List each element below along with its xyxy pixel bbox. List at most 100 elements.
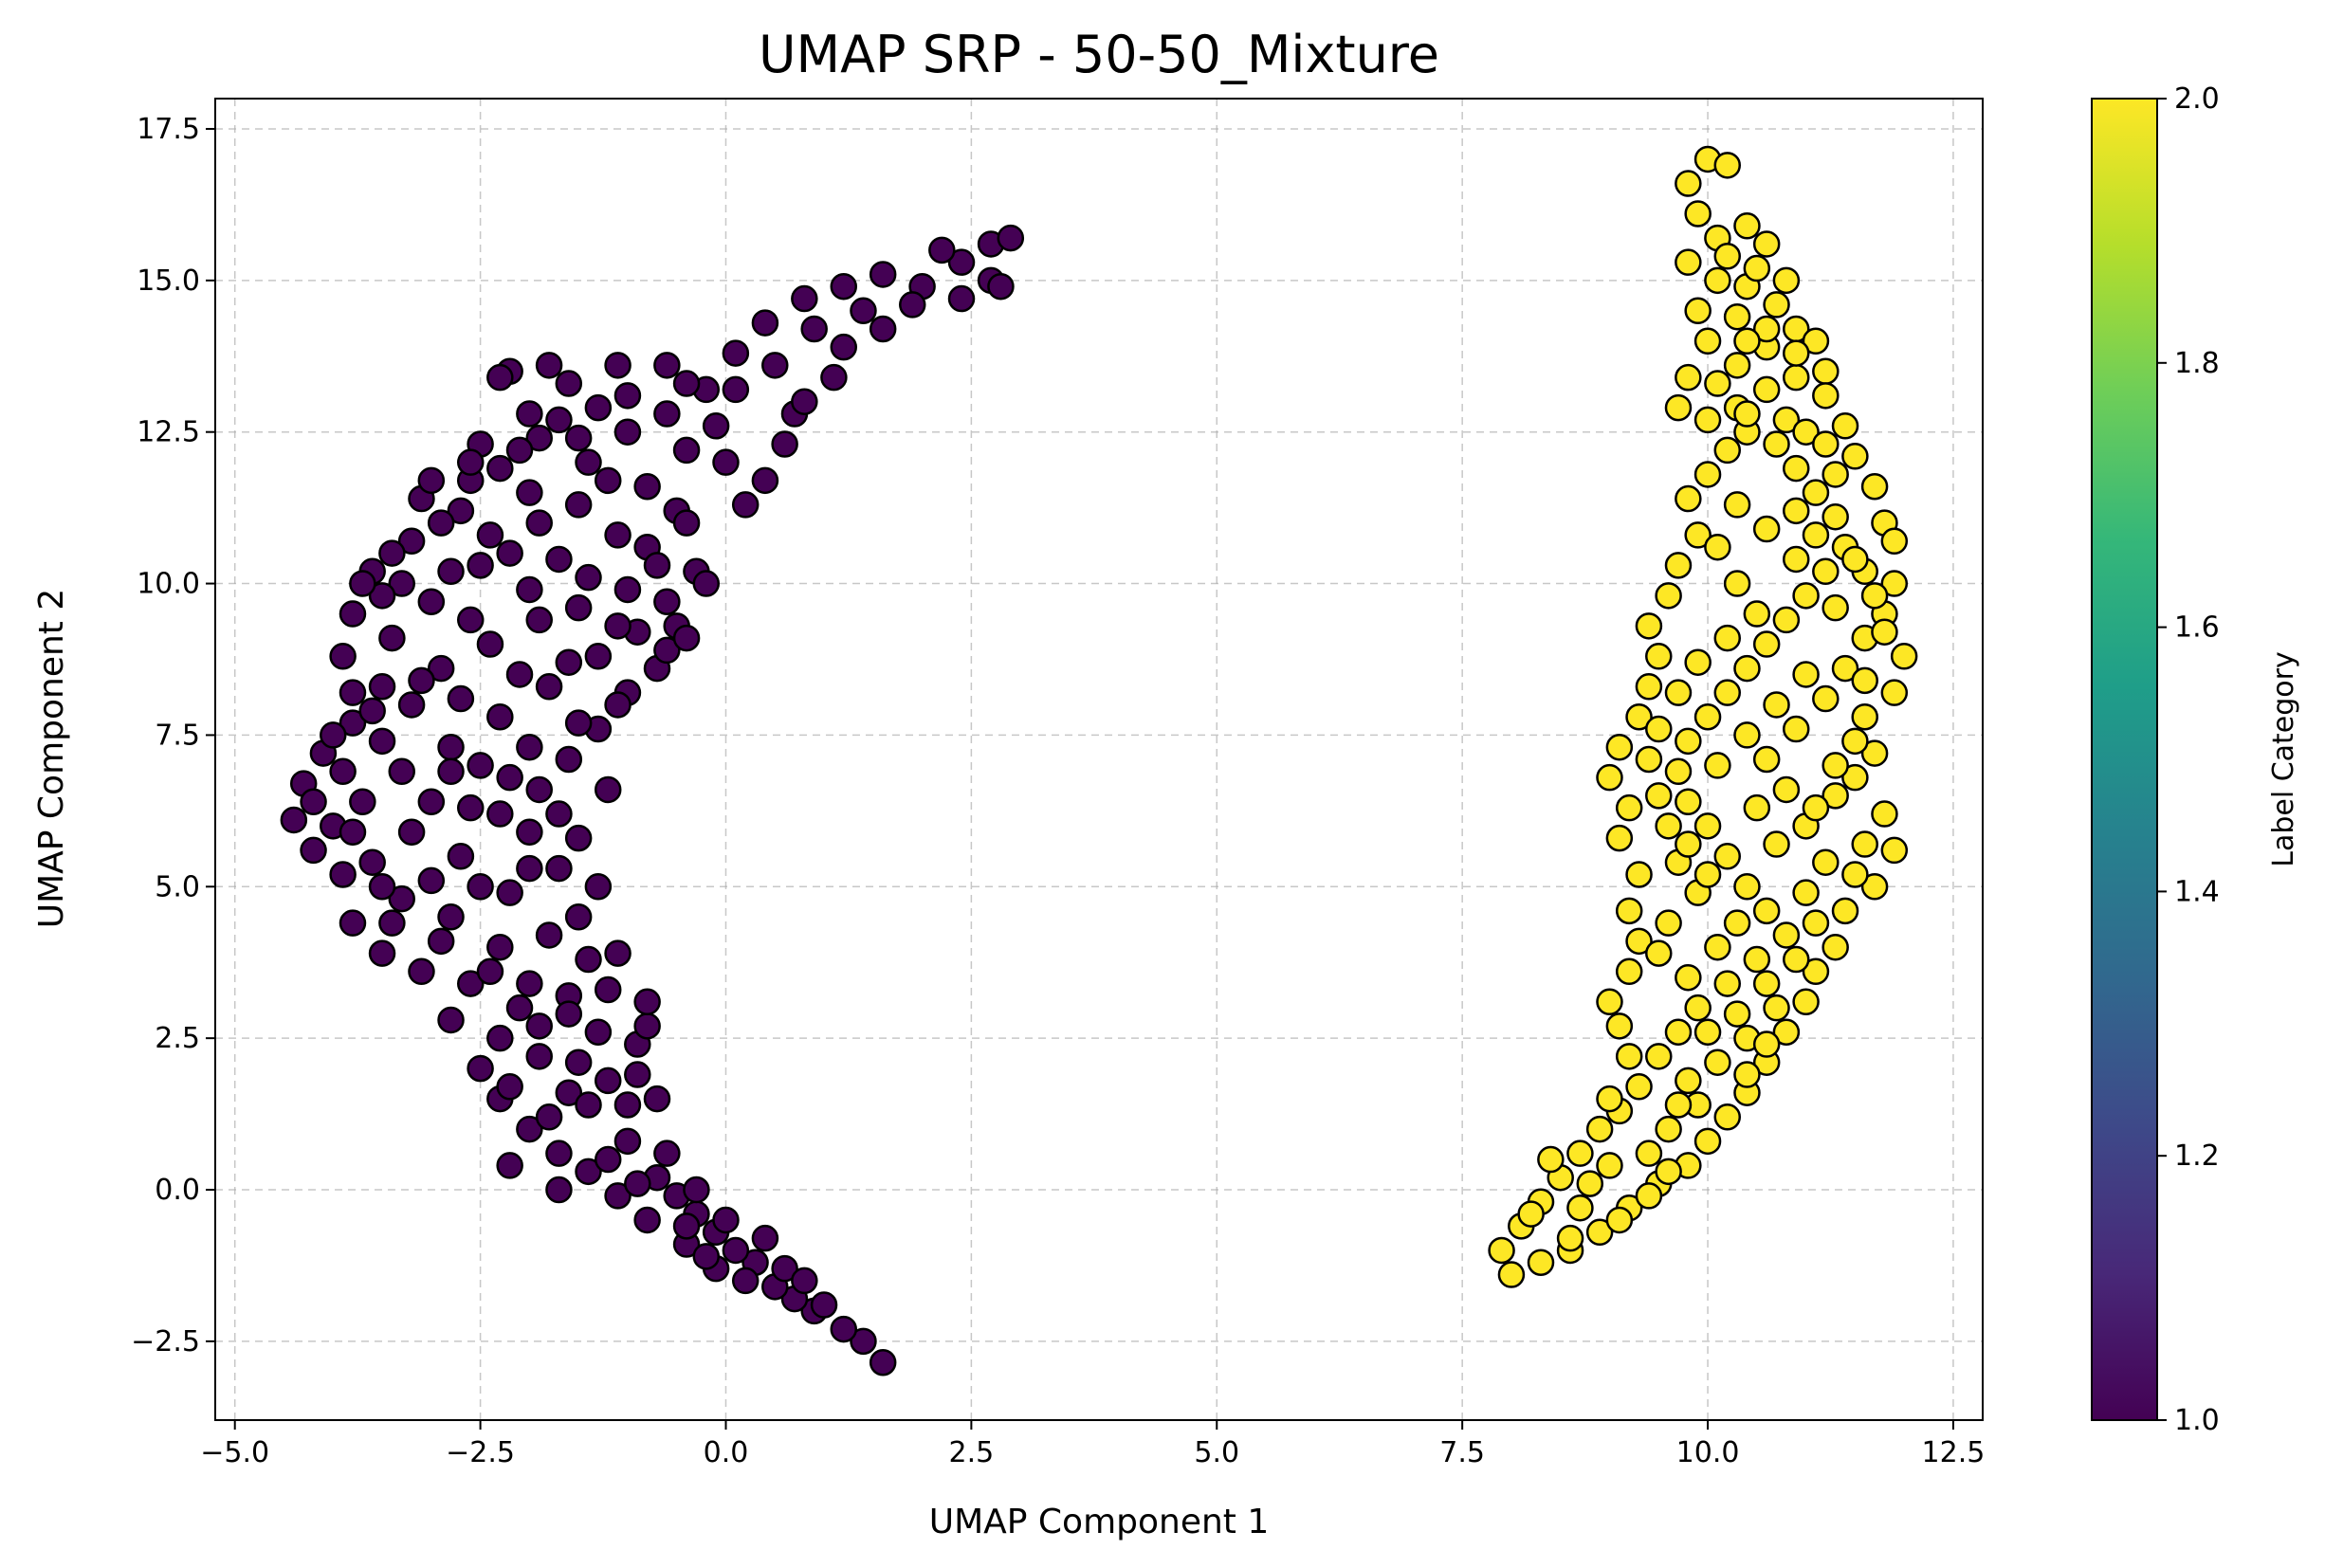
data-point-label-1: [329, 643, 357, 670]
data-point-label-2: [1752, 630, 1781, 658]
data-point-label-1: [408, 666, 435, 695]
data-point-label-2: [1851, 702, 1878, 731]
data-point-label-2: [1655, 582, 1682, 610]
data-point-label-1: [613, 1091, 642, 1119]
data-point-label-1: [898, 291, 926, 319]
data-point-label-1: [830, 333, 858, 361]
data-point-label-2: [1675, 727, 1702, 756]
data-point-label-1: [456, 970, 485, 997]
data-point-label-2: [1713, 624, 1742, 652]
data-point-label-2: [1880, 527, 1909, 556]
data-point-label-2: [1822, 933, 1849, 961]
data-point-label-2: [1733, 654, 1761, 683]
data-point-label-2: [1880, 679, 1909, 706]
y-tick-label: 5.0: [155, 870, 200, 903]
data-point-label-1: [486, 363, 514, 392]
x-tick-label: −2.5: [446, 1436, 515, 1469]
data-point-label-1: [633, 472, 661, 501]
data-point-label-1: [545, 800, 573, 828]
data-point-label-2: [1576, 1170, 1604, 1197]
data-point-label-2: [1527, 1249, 1555, 1276]
data-point-label-1: [604, 939, 632, 967]
data-point-label-1: [397, 818, 426, 846]
data-point-label-2: [1890, 643, 1918, 670]
data-point-label-2: [1704, 933, 1731, 961]
data-point-label-1: [643, 1085, 671, 1113]
data-point-label-1: [525, 509, 553, 537]
data-point-label-2: [1497, 1261, 1526, 1288]
data-point-label-1: [830, 272, 858, 301]
data-point-label-1: [947, 248, 976, 276]
data-point-label-1: [349, 570, 376, 597]
data-point-label-2: [1871, 618, 1898, 646]
data-point-label-2: [1752, 970, 1781, 997]
data-point-label-1: [791, 1267, 818, 1295]
data-point-label-1: [368, 939, 396, 967]
data-point-label-1: [545, 1176, 573, 1204]
data-point-label-2: [1812, 684, 1840, 713]
data-point-label-1: [368, 582, 396, 610]
data-point-label-2: [1860, 472, 1889, 501]
data-point-label-1: [613, 418, 642, 446]
data-point-label-1: [584, 1018, 613, 1047]
data-point-label-1: [437, 733, 465, 761]
data-point-label-1: [653, 636, 681, 665]
data-point-label-2: [1743, 254, 1771, 283]
data-point-label-1: [653, 400, 681, 428]
data-point-label-2: [1763, 691, 1790, 719]
data-point-label-1: [456, 448, 485, 476]
data-point-label-1: [358, 697, 386, 725]
data-point-label-1: [516, 970, 543, 997]
data-point-label-1: [408, 957, 435, 986]
data-point-label-1: [564, 709, 593, 737]
data-point-label-2: [1645, 1043, 1673, 1070]
data-point-label-2: [1693, 861, 1722, 888]
data-point-label-1: [712, 1206, 740, 1234]
data-point-label-2: [1792, 418, 1820, 446]
data-point-label-1: [496, 763, 523, 792]
data-point-label-1: [535, 1103, 563, 1131]
data-point-label-2: [1693, 406, 1722, 434]
data-point-label-2: [1615, 1043, 1643, 1070]
data-point-label-2: [1841, 727, 1869, 756]
data-point-label-1: [633, 1012, 661, 1040]
data-point-label-2: [1605, 733, 1634, 761]
data-point-label-2: [1822, 461, 1849, 488]
data-point-label-2: [1772, 921, 1801, 949]
data-point-label-2: [1723, 909, 1751, 937]
data-point-label-1: [604, 521, 632, 549]
data-point-label-1: [437, 1006, 465, 1034]
data-point-label-1: [997, 224, 1025, 252]
data-point-label-1: [505, 436, 534, 465]
data-point-label-2: [1684, 994, 1712, 1022]
data-point-label-2: [1615, 957, 1643, 986]
data-point-label-1: [624, 1170, 651, 1197]
data-point-label-1: [869, 261, 897, 288]
y-axis: −2.5 0.0 2.5 5.0 7.5 10.0 12.5 15.0 17.5: [131, 113, 215, 1358]
data-point-label-2: [1812, 848, 1840, 876]
data-point-label-1: [525, 1043, 553, 1070]
data-point-label-1: [555, 1079, 583, 1106]
data-point-label-2: [1605, 1206, 1634, 1234]
data-point-label-2: [1782, 339, 1810, 367]
data-point-label-1: [869, 315, 897, 343]
data-point-label-1: [712, 448, 740, 476]
data-point-label-2: [1713, 843, 1742, 870]
data-point-label-2: [1693, 327, 1722, 356]
data-point-label-2: [1645, 715, 1673, 743]
data-point-label-1: [535, 673, 563, 701]
data-point-label-2: [1752, 897, 1781, 925]
data-point-label-1: [613, 575, 642, 604]
data-point-label-1: [575, 945, 602, 974]
data-point-label-1: [575, 1091, 602, 1119]
data-point-label-1: [594, 975, 622, 1004]
chart-title: UMAP SRP - 50-50_Mixture: [759, 25, 1439, 84]
data-point-label-2: [1566, 1140, 1594, 1167]
data-point-label-2: [1664, 552, 1693, 579]
data-point-label-2: [1822, 593, 1849, 622]
data-point-label-1: [339, 709, 367, 737]
data-point-label-1: [830, 1315, 858, 1343]
data-point-label-2: [1635, 1182, 1663, 1210]
y-axis-label: UMAP Component 2: [32, 589, 71, 929]
data-point-label-2: [1733, 400, 1761, 428]
